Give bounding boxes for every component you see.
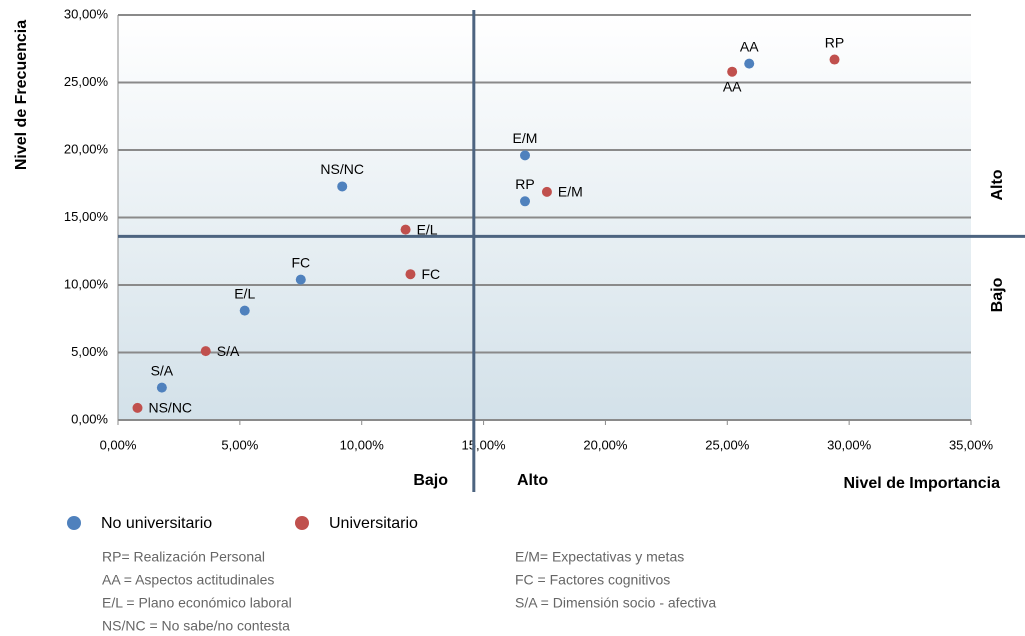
note: FC = Factores cognitivos — [515, 572, 670, 588]
x-tick-label: 35,00% — [949, 437, 994, 452]
x-tick-label: 0,00% — [100, 437, 137, 452]
x-tick-label: 30,00% — [827, 437, 872, 452]
point-label: FC — [421, 266, 440, 282]
point-label: E/L — [234, 285, 255, 301]
note: NS/NC = No sabe/no contesta — [102, 618, 290, 634]
point — [132, 402, 143, 413]
quadrant-label: Alto — [517, 472, 548, 489]
x-tick-label: 25,00% — [705, 437, 750, 452]
point-label: RP — [515, 176, 534, 192]
point — [541, 186, 552, 197]
x-tick-label: 20,00% — [583, 437, 628, 452]
note: E/L = Plano económico laboral — [102, 595, 292, 611]
point-label: FC — [291, 254, 310, 270]
point-label: E/M — [558, 184, 583, 200]
note: RP= Realización Personal — [102, 549, 265, 565]
note: E/M= Expectativas y metas — [515, 549, 684, 565]
y-tick-label: 25,00% — [64, 74, 109, 89]
point — [727, 66, 738, 77]
point-label: E/L — [417, 221, 438, 237]
y-tick-label: 0,00% — [71, 411, 108, 426]
point-label: AA — [740, 38, 759, 54]
point — [400, 224, 411, 235]
y-tick-label: 30,00% — [64, 6, 109, 21]
y-tick-label: 10,00% — [64, 276, 109, 291]
point-label: S/A — [217, 343, 240, 359]
note: AA = Aspectos actitudinales — [102, 572, 274, 588]
x-tick-label: 15,00% — [462, 437, 507, 452]
point — [156, 382, 167, 393]
legend-marker — [67, 516, 81, 530]
point — [239, 305, 250, 316]
y-axis-title: Nivel de Frecuencia — [13, 20, 30, 170]
point-label: RP — [825, 34, 844, 50]
y-tick-label: 15,00% — [64, 209, 109, 224]
point — [520, 150, 531, 161]
x-axis-title: Nivel de Importancia — [844, 475, 1001, 492]
point — [520, 196, 531, 207]
point — [405, 269, 416, 280]
note: S/A = Dimensión socio - afectiva — [515, 595, 716, 611]
quadrant-label: Bajo — [413, 472, 448, 489]
quadrant-label: Alto — [989, 169, 1006, 200]
point — [295, 274, 306, 285]
point-label: NS/NC — [148, 400, 192, 416]
x-tick-label: 10,00% — [340, 437, 385, 452]
point-label: NS/NC — [320, 161, 364, 177]
point-label: AA — [723, 78, 742, 94]
point-label: E/M — [513, 130, 538, 146]
legend-label: Universitario — [329, 515, 418, 532]
point — [744, 58, 755, 69]
quadrant-label: Bajo — [989, 277, 1006, 312]
point-label: S/A — [151, 362, 174, 378]
legend-label: No universitario — [101, 515, 212, 532]
y-tick-label: 20,00% — [64, 141, 109, 156]
x-tick-label: 5,00% — [221, 437, 258, 452]
point — [337, 181, 348, 192]
point — [200, 346, 211, 357]
y-tick-label: 5,00% — [71, 344, 108, 359]
point — [829, 54, 840, 65]
legend-marker — [295, 516, 309, 530]
